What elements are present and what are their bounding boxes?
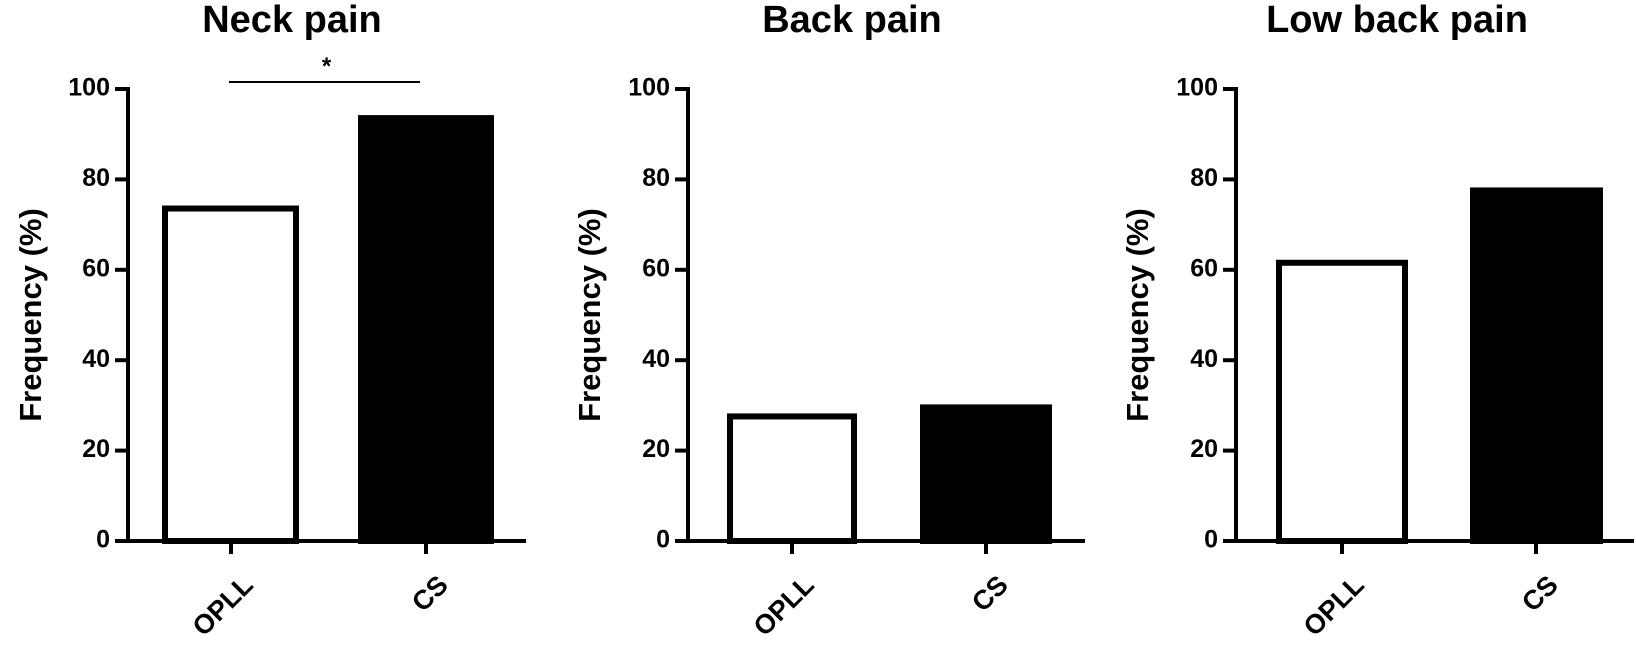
chart-title-neck-pain: Neck pain: [202, 0, 382, 41]
y-tick-label: 0: [656, 526, 670, 554]
bar-cs: [920, 404, 1052, 544]
y-tick-label: 20: [1190, 435, 1218, 463]
chart-title-back-pain: Back pain: [762, 0, 942, 41]
x-tick-label-cs: CS: [1516, 570, 1564, 618]
y-axis-label: Frequency (%): [572, 208, 607, 422]
y-tick-label: 60: [642, 254, 670, 282]
y-tick-label: 0: [1204, 526, 1218, 554]
y-tick-label: 20: [642, 435, 670, 463]
y-tick-label: 60: [1190, 254, 1218, 282]
y-axis-label: Frequency (%): [1120, 208, 1155, 422]
y-tick-label: 100: [1176, 74, 1218, 102]
bar-opll: [162, 205, 299, 545]
y-tick-label: 60: [82, 254, 110, 282]
bar-cs: [358, 115, 494, 545]
y-tick-label: 80: [1190, 164, 1218, 192]
y-tick-label: 20: [82, 435, 110, 463]
y-tick-label: 40: [82, 345, 110, 373]
x-tick-label-opll: OPLL: [187, 570, 259, 642]
y-tick-label: 40: [1190, 345, 1218, 373]
bar-opll: [1276, 259, 1408, 544]
y-axis-label: Frequency (%): [13, 208, 48, 422]
y-tick-label: 0: [96, 526, 110, 554]
y-tick-label: 100: [628, 74, 670, 102]
x-tick-label-opll: OPLL: [748, 570, 820, 642]
bar-opll: [727, 413, 857, 544]
y-tick-label: 100: [68, 74, 110, 102]
significance-marker: *: [322, 53, 332, 80]
y-tick-label: 40: [642, 345, 670, 373]
chart-title-low-back-pain: Low back pain: [1266, 0, 1528, 41]
x-tick-label-cs: CS: [406, 570, 454, 618]
y-tick-label: 80: [82, 164, 110, 192]
y-tick-label: 80: [642, 164, 670, 192]
bar-cs: [1470, 187, 1603, 544]
x-tick-label-opll: OPLL: [1298, 570, 1370, 642]
x-tick-label-cs: CS: [966, 570, 1014, 618]
